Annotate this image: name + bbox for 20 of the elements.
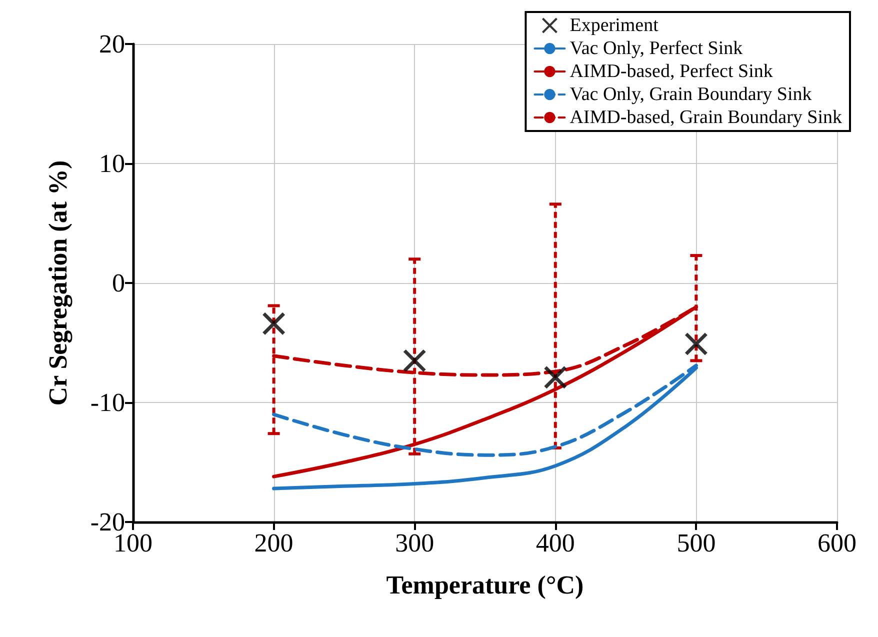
x-tick-label: 500 [676,528,716,558]
x-tick-label: 400 [536,528,575,558]
legend-label: Vac Only, Perfect Sink [570,38,744,59]
legend-label: Experiment [570,15,660,36]
y-axis-title: Cr Segregation (at %) [44,160,72,406]
y-tick-label: 10 [99,149,125,178]
x-tick-label: 300 [395,528,434,558]
legend-label: Vac Only, Grain Boundary Sink [570,84,812,105]
y-tick-label: 20 [99,30,125,58]
point [684,332,708,356]
point [402,348,426,372]
y-tick-label: 0 [112,268,125,298]
y-tick-label: -10 [90,388,125,417]
x-tick-label: 600 [818,528,856,558]
x-axis-title: Temperature (°C) [386,570,584,600]
x-tick-label: 200 [254,528,294,558]
legend-label: AIMD-based, Grain Boundary Sink [570,107,842,128]
point [262,312,286,336]
legend-label: AIMD-based, Perfect Sink [570,61,774,82]
point [544,366,568,390]
